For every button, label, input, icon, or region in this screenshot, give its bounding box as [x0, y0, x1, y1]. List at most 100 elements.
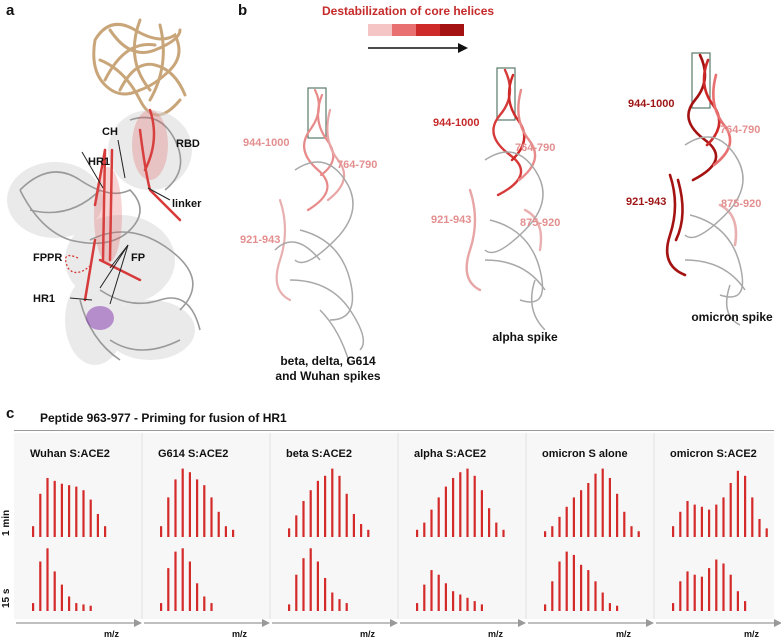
- legend-arrow: [368, 43, 468, 53]
- spectrum-bar: [210, 497, 213, 537]
- label-ch: CH: [102, 126, 118, 138]
- spectrum-bar: [565, 506, 568, 537]
- spectrum-bar: [423, 522, 426, 537]
- x-axis-arrow: [134, 619, 142, 627]
- spectrum-bar: [302, 501, 305, 537]
- legend-gradient: [368, 24, 464, 36]
- spectrum-bar: [444, 583, 447, 611]
- spectrum-bar: [480, 604, 483, 611]
- spectrum-bar: [736, 591, 739, 611]
- x-axis-label: m/z: [104, 629, 120, 639]
- column-title: G614 S:ACE2: [158, 448, 228, 460]
- spectrum-bar: [75, 603, 78, 611]
- spectrum-bar: [473, 475, 476, 537]
- helix-box: [496, 67, 516, 121]
- spectrum-bar: [452, 591, 455, 611]
- spectrum-bar: [502, 529, 505, 537]
- spectrum-bar: [416, 603, 419, 611]
- spectrum-bar: [331, 592, 334, 611]
- spectrum-bar: [288, 528, 291, 537]
- spectrum-bar: [39, 561, 42, 611]
- spectrum-bar: [686, 501, 689, 537]
- spectrum-bar: [459, 472, 462, 537]
- panel-c-label: c: [6, 405, 15, 422]
- spectrum-bar: [309, 548, 312, 611]
- label-linker: linker: [172, 198, 202, 210]
- spectrum-bar: [46, 477, 49, 537]
- spectrum-bar: [46, 548, 49, 611]
- spectrum-bar: [630, 526, 633, 537]
- spectrum-bar: [544, 531, 547, 537]
- s3-label-875: 875-920: [721, 198, 762, 210]
- spectrum-bar: [587, 483, 590, 537]
- spectrum-bar: [744, 475, 747, 537]
- spectrum-bar: [765, 528, 768, 537]
- spectrum-bar: [338, 475, 341, 537]
- spectrum-bar: [495, 522, 498, 537]
- spectrum-bar: [60, 584, 63, 611]
- spectrum-bar: [558, 561, 561, 611]
- tan-domain-ribbon: [92, 18, 187, 117]
- spectrum-bar: [160, 526, 163, 537]
- column-title: beta S:ACE2: [286, 448, 352, 460]
- legend-swatch-1: [368, 24, 392, 36]
- spectrum-bar: [729, 483, 732, 537]
- spectrum-bar: [203, 596, 206, 611]
- spectrum-bar: [302, 558, 305, 611]
- label-hr1-top: HR1: [88, 156, 111, 168]
- spectrum-bar: [572, 497, 575, 537]
- s1-caption-line2: and Wuhan spikes: [275, 369, 381, 383]
- spectrum-bar: [96, 513, 99, 537]
- spectrum-bar: [324, 578, 327, 611]
- spectrum-bar: [466, 468, 469, 537]
- spectrum-bar: [360, 524, 363, 537]
- column-title: alpha S:ACE2: [414, 448, 486, 460]
- spectrum-bar: [580, 490, 583, 537]
- grey-ribbons: [19, 116, 201, 361]
- spectrum-bar: [693, 504, 696, 537]
- spectrum-bar: [82, 490, 85, 537]
- spectrum-bar: [104, 526, 107, 537]
- spectrum-bar: [338, 599, 341, 611]
- label-fppr: FPPR: [33, 252, 63, 264]
- spectrum-bar: [295, 574, 298, 611]
- x-axis-label: m/z: [360, 629, 376, 639]
- spectrum-bar: [693, 574, 696, 611]
- spectrum-bar: [430, 570, 433, 611]
- callout-lines: [69, 139, 171, 305]
- spectrum-bar: [587, 570, 590, 611]
- s1-caption-line1: beta, delta, G614: [280, 354, 376, 368]
- spectrum-bar: [345, 493, 348, 537]
- spectrum-bar: [188, 472, 191, 537]
- spectrum-bar: [437, 574, 440, 611]
- spectrum-bar: [224, 526, 227, 537]
- spectrum-bar: [75, 486, 78, 537]
- structure-beta-delta: [274, 87, 365, 366]
- legend-title: Destabilization of core helices: [322, 4, 495, 18]
- spectrum-bar: [594, 581, 597, 611]
- spectrum-bar: [174, 479, 177, 537]
- spectrum-bar: [32, 526, 35, 537]
- panel-c-background: [14, 433, 774, 619]
- spectrum-bar: [82, 604, 85, 611]
- spectrum-bar: [480, 490, 483, 537]
- spectrum-bar: [729, 574, 732, 611]
- spectrum-bar: [551, 526, 554, 537]
- spectrum-bar: [452, 477, 455, 537]
- spectrum-bar: [181, 548, 184, 611]
- spectrum-bar: [722, 497, 725, 537]
- spectrum-bar: [53, 571, 56, 611]
- spectrum-bar: [637, 531, 640, 537]
- spectrum-bar: [367, 529, 370, 537]
- x-axis-arrow: [646, 619, 654, 627]
- spectrum-bar: [751, 497, 754, 537]
- spectrum-bar: [558, 516, 561, 537]
- spectrum-bar: [679, 581, 682, 611]
- spectrum-bar: [345, 603, 348, 611]
- spectrum-bar: [672, 526, 675, 537]
- spectrum-bar: [331, 468, 334, 537]
- spectrum-bar: [217, 511, 220, 537]
- s2-label-875: 875-920: [520, 217, 561, 229]
- fppr-dotted-loop: [64, 254, 91, 274]
- spectrum-bar: [444, 486, 447, 537]
